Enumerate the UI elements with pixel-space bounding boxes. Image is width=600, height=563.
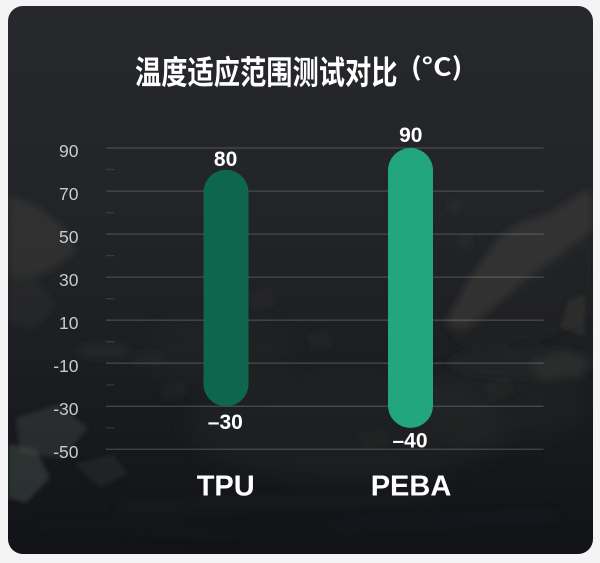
svg-text:50: 50 bbox=[59, 227, 79, 247]
svg-text:–30: –30 bbox=[208, 411, 243, 434]
svg-text:70: 70 bbox=[59, 184, 79, 204]
svg-text:-30: -30 bbox=[53, 399, 79, 419]
svg-text:PEBA: PEBA bbox=[371, 470, 452, 502]
svg-text:TPU: TPU bbox=[197, 470, 255, 502]
svg-text:-10: -10 bbox=[53, 356, 79, 376]
svg-text:90: 90 bbox=[59, 141, 79, 161]
svg-text:-50: -50 bbox=[53, 442, 79, 462]
svg-text:80: 80 bbox=[214, 148, 237, 171]
svg-text:–40: –40 bbox=[392, 429, 427, 452]
svg-text:10: 10 bbox=[59, 313, 79, 333]
svg-text:90: 90 bbox=[399, 124, 422, 147]
svg-text:30: 30 bbox=[59, 270, 79, 290]
